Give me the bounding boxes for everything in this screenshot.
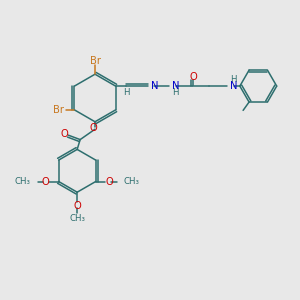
Text: H: H [172, 88, 178, 97]
Text: CH₃: CH₃ [124, 177, 140, 186]
Text: N: N [172, 81, 180, 91]
Text: O: O [61, 129, 69, 139]
Text: CH₃: CH₃ [69, 214, 85, 223]
Text: H: H [123, 88, 129, 97]
Text: Br: Br [53, 105, 64, 115]
Text: N: N [230, 81, 238, 91]
Text: Br: Br [89, 56, 100, 66]
Text: O: O [105, 176, 113, 187]
Text: O: O [41, 176, 49, 187]
Text: O: O [73, 201, 81, 211]
Text: O: O [189, 72, 197, 82]
Text: CH₃: CH₃ [14, 177, 30, 186]
Text: O: O [90, 123, 98, 133]
Text: N: N [151, 81, 159, 91]
Text: H: H [230, 75, 236, 84]
